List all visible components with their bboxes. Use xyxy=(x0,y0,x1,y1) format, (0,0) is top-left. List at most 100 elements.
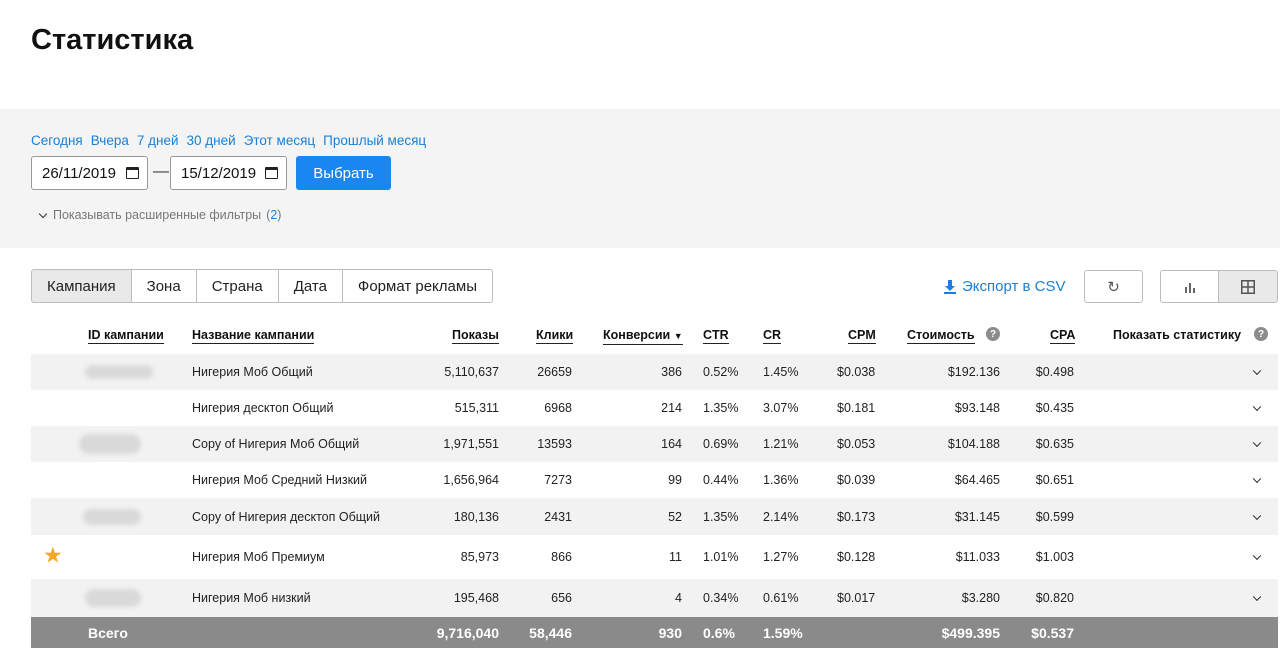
col-cr[interactable]: CR xyxy=(763,328,782,344)
campaign-name: Нигерия Моб Премиум xyxy=(192,550,325,564)
campaign-name: Нигерия десктоп Общий xyxy=(192,401,334,415)
chevron-down-icon[interactable] xyxy=(1252,474,1262,484)
quick-range-links: Сегодня Вчера 7 дней 30 дней Этот месяц … xyxy=(31,133,426,148)
col-cost[interactable]: Стоимость xyxy=(907,328,975,344)
table-row[interactable]: Copy of Нигерия десктоп Общий 180,136 24… xyxy=(31,498,1278,535)
col-campaign-id[interactable]: ID кампании xyxy=(88,328,164,344)
conversions: 11 xyxy=(669,550,682,564)
total-cr: 1.59% xyxy=(763,624,803,641)
chart-view-button[interactable] xyxy=(1161,271,1220,302)
chevron-down-icon[interactable] xyxy=(1252,551,1262,561)
chevron-down-icon xyxy=(38,209,48,218)
cost: $64.465 xyxy=(954,473,1000,487)
total-cpa: $0.537 xyxy=(1031,624,1074,641)
star-icon[interactable]: ★ xyxy=(43,542,63,568)
download-icon xyxy=(944,279,956,294)
export-csv-link[interactable]: Экспорт в CSV xyxy=(944,278,1066,295)
cost: $104.188 xyxy=(947,437,1000,451)
campaign-name: Copy of Нигерия Моб Общий xyxy=(192,437,360,451)
ctr: 0.44% xyxy=(703,473,739,487)
tab-campaign[interactable]: Кампания xyxy=(31,269,132,303)
table-row[interactable]: Нигерия десктоп Общий 515,311 6968 214 1… xyxy=(31,390,1278,426)
date-to-value: 15/12/2019 xyxy=(181,164,257,182)
cr: 1.21% xyxy=(763,437,799,451)
cpa: $0.635 xyxy=(1035,437,1074,451)
col-clicks[interactable]: Клики xyxy=(536,328,574,344)
total-cost: $499.395 xyxy=(941,624,1000,641)
conversions: 214 xyxy=(661,401,682,415)
cpa: $0.498 xyxy=(1035,365,1074,379)
table-header: ID кампании Название кампании Показы Кли… xyxy=(0,327,1280,346)
table-row[interactable]: ★ Нигерия Моб Премиум 85,973 866 11 1.01… xyxy=(31,535,1278,579)
range-30-days-link[interactable]: 30 дней xyxy=(186,133,236,148)
campaign-id-redacted xyxy=(79,434,141,454)
tab-zone[interactable]: Зона xyxy=(131,269,197,303)
date-to-input[interactable]: 15/12/2019 xyxy=(170,156,287,190)
advanced-filters-label: Показывать расширенные фильтры xyxy=(53,208,262,222)
select-button[interactable]: Выбрать xyxy=(296,156,391,190)
range-today-link[interactable]: Сегодня xyxy=(31,133,83,148)
cpm: $0.039 xyxy=(837,473,876,487)
col-cpm[interactable]: CPM xyxy=(848,328,876,344)
total-ctr: 0.6% xyxy=(703,624,735,641)
clicks: 866 xyxy=(551,550,572,564)
table-row[interactable]: Нигерия Моб Общий 5,110,637 26659 386 0.… xyxy=(31,354,1278,390)
ctr: 0.69% xyxy=(703,437,739,451)
chevron-down-icon[interactable] xyxy=(1252,402,1262,412)
show-stats-help-icon[interactable]: ? xyxy=(1254,327,1268,341)
cost: $3.280 xyxy=(961,591,1000,605)
cpm: $0.181 xyxy=(837,401,876,415)
chevron-down-icon[interactable] xyxy=(1252,592,1262,602)
tab-date[interactable]: Дата xyxy=(278,269,343,303)
date-from-value: 26/11/2019 xyxy=(42,164,116,182)
table-row[interactable]: Нигерия Моб низкий 195,468 656 4 0.34% 0… xyxy=(31,579,1278,617)
campaign-name: Copy of Нигерия десктоп Общий xyxy=(192,509,380,524)
campaign-name: Нигерия Моб низкий xyxy=(192,591,311,605)
cr: 0.61% xyxy=(763,591,799,605)
impressions: 180,136 xyxy=(453,509,499,524)
cpm: $0.053 xyxy=(837,437,876,451)
col-impressions[interactable]: Показы xyxy=(452,328,499,344)
range-yesterday-link[interactable]: Вчера xyxy=(90,133,129,148)
conversions: 99 xyxy=(668,473,682,487)
col-campaign-name[interactable]: Название кампании xyxy=(192,328,315,344)
conversions: 164 xyxy=(661,437,682,451)
cost-help-icon[interactable]: ? xyxy=(986,327,1000,341)
campaign-id-redacted xyxy=(85,589,141,607)
range-last-month-link[interactable]: Прошлый месяц xyxy=(323,133,427,148)
range-7-days-link[interactable]: 7 дней xyxy=(136,133,179,148)
cr: 1.27% xyxy=(763,550,799,564)
impressions: 85,973 xyxy=(460,550,499,564)
calendar-icon[interactable] xyxy=(265,167,278,179)
impressions: 5,110,637 xyxy=(444,365,499,379)
cpm: $0.038 xyxy=(837,365,876,379)
date-from-input[interactable]: 26/11/2019 xyxy=(31,156,148,190)
table-row[interactable]: Нигерия Моб Средний Низкий 1,656,964 727… xyxy=(31,462,1278,498)
clicks: 26659 xyxy=(537,365,572,379)
cr: 1.36% xyxy=(763,473,799,487)
table-view-button[interactable] xyxy=(1219,271,1277,302)
grid-icon xyxy=(1241,279,1255,294)
chevron-down-icon[interactable] xyxy=(1252,511,1262,520)
refresh-button[interactable]: ↻ xyxy=(1084,270,1143,303)
col-conversions[interactable]: Конверсии ▼ xyxy=(603,328,683,345)
tab-ad-format[interactable]: Формат рекламы xyxy=(342,269,493,303)
col-cpa[interactable]: CPA xyxy=(1050,328,1076,344)
chevron-down-icon[interactable] xyxy=(1252,438,1262,448)
cpa: $1.003 xyxy=(1035,550,1074,564)
tab-country[interactable]: Страна xyxy=(196,269,279,303)
page-title: Статистика xyxy=(31,24,194,56)
range-this-month-link[interactable]: Этот месяц xyxy=(243,133,316,148)
date-range-dash: — xyxy=(153,163,169,180)
calendar-icon[interactable] xyxy=(126,167,139,179)
cost: $31.145 xyxy=(954,509,1000,524)
sort-desc-icon: ▼ xyxy=(673,331,683,341)
table-row[interactable]: Copy of Нигерия Моб Общий 1,971,551 1359… xyxy=(31,426,1278,462)
col-ctr[interactable]: CTR xyxy=(703,328,729,344)
impressions: 195,468 xyxy=(453,591,499,605)
chevron-down-icon[interactable] xyxy=(1252,366,1262,376)
advanced-filters-toggle[interactable]: Показывать расширенные фильтры (2) xyxy=(38,208,281,222)
impressions: 1,971,551 xyxy=(443,437,499,451)
impressions: 1,656,964 xyxy=(443,473,499,487)
group-by-tabs: Кампания Зона Страна Дата Формат рекламы xyxy=(31,269,493,303)
